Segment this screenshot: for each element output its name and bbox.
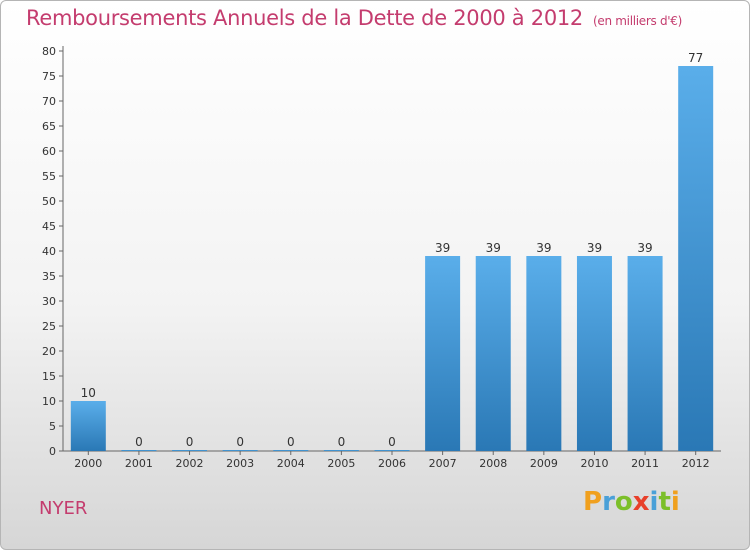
bar — [475, 256, 511, 451]
bar-value-label: 39 — [486, 241, 501, 255]
logo-letter: t — [658, 487, 671, 517]
bar-value-label: 0 — [287, 435, 295, 449]
x-tick-label: 2012 — [682, 457, 710, 470]
logo-letter: i — [670, 487, 680, 517]
y-tick-label: 55 — [42, 170, 56, 183]
y-tick-label: 10 — [42, 395, 56, 408]
bar — [425, 256, 461, 451]
y-tick-label: 65 — [42, 120, 56, 133]
bar — [70, 401, 106, 451]
bar-value-label: 39 — [587, 241, 602, 255]
proxiti-logo: Proxiti — [583, 487, 680, 517]
bar — [374, 450, 410, 451]
commune-name: NYER — [39, 498, 88, 519]
x-tick-label: 2011 — [631, 457, 659, 470]
y-tick-label: 60 — [42, 145, 56, 158]
y-tick-label: 25 — [42, 320, 56, 333]
bar-value-label: 0 — [388, 435, 396, 449]
y-tick-label: 5 — [49, 420, 56, 433]
bar — [678, 66, 714, 451]
bar — [627, 256, 663, 451]
bar-value-label: 39 — [637, 241, 652, 255]
y-tick-label: 70 — [42, 95, 56, 108]
x-tick-label: 2003 — [226, 457, 254, 470]
bar — [526, 256, 562, 451]
y-tick-label: 50 — [42, 195, 56, 208]
y-tick-label: 80 — [42, 45, 56, 58]
bar-value-label: 0 — [135, 435, 143, 449]
logo-letter: x — [632, 487, 650, 517]
bar-value-label: 39 — [536, 241, 551, 255]
y-tick-label: 75 — [42, 70, 56, 83]
bar — [222, 450, 258, 451]
bar-value-label: 10 — [81, 386, 96, 400]
bar — [576, 256, 612, 451]
bar — [172, 450, 208, 451]
x-tick-label: 2001 — [125, 457, 153, 470]
x-tick-label: 2002 — [176, 457, 204, 470]
y-tick-label: 0 — [49, 445, 56, 458]
bar-value-label: 77 — [688, 51, 703, 65]
x-tick-label: 2010 — [580, 457, 608, 470]
logo-letter: r — [602, 487, 615, 517]
bar — [121, 450, 157, 451]
bar-value-label: 0 — [236, 435, 244, 449]
y-tick-label: 15 — [42, 370, 56, 383]
y-tick-label: 35 — [42, 270, 56, 283]
bar-value-label: 0 — [186, 435, 194, 449]
x-tick-label: 2008 — [479, 457, 507, 470]
chart-unit: (en milliers d'€) — [593, 14, 683, 28]
x-tick-label: 2007 — [429, 457, 457, 470]
x-tick-label: 2005 — [327, 457, 355, 470]
x-tick-label: 2006 — [378, 457, 406, 470]
logo-letter: o — [614, 487, 633, 517]
logo-letter: i — [649, 487, 659, 517]
x-tick-label: 2004 — [277, 457, 305, 470]
bar-value-label: 39 — [435, 241, 450, 255]
chart-title: Remboursements Annuels de la Dette de 20… — [26, 6, 682, 30]
logo-letter: P — [583, 487, 603, 517]
x-tick-label: 2000 — [74, 457, 102, 470]
bar — [323, 450, 359, 451]
y-tick-label: 45 — [42, 220, 56, 233]
x-tick-label: 2009 — [530, 457, 558, 470]
y-tick-label: 20 — [42, 345, 56, 358]
bar-value-label: 0 — [338, 435, 346, 449]
y-tick-label: 40 — [42, 245, 56, 258]
bar — [273, 450, 309, 451]
y-tick-label: 30 — [42, 295, 56, 308]
chart-title-text: Remboursements Annuels de la Dette de 20… — [26, 6, 583, 30]
